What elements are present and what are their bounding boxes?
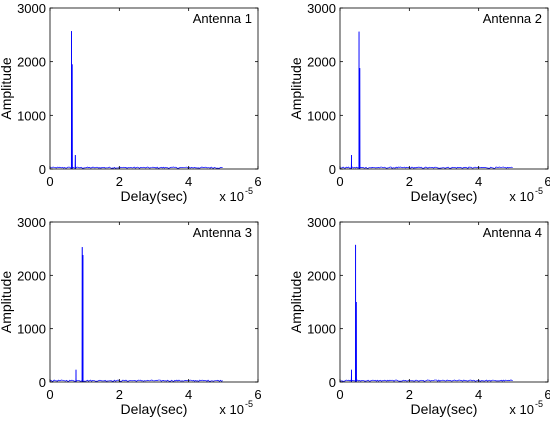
subplot-antenna-2: 0 2 4 6 0 1000 2000 3000 Antenna 2 Delay(sec) Ampl…	[288, 1, 550, 204]
x-tick-label: 0	[336, 174, 343, 189]
y-tick-label: 1000	[307, 322, 336, 337]
x-tick-label: 2	[116, 387, 123, 402]
x-tick-label: 0	[336, 387, 343, 402]
y-tick-label: 3000	[307, 215, 336, 230]
y-axis-label: Amplitude	[288, 57, 304, 119]
subplot-title: Antenna 2	[483, 11, 542, 26]
x-multiplier-exponent: -5	[245, 399, 253, 409]
series-line	[339, 244, 513, 383]
axes-box	[339, 221, 549, 383]
x-multiplier-exponent: -5	[245, 186, 253, 196]
subplot-title: Antenna 1	[193, 11, 252, 26]
x-tick-label: 0	[46, 174, 53, 189]
x-tick-label: 6	[254, 174, 261, 189]
y-tick-label: 3000	[17, 215, 46, 230]
axes-box	[49, 221, 259, 383]
y-tick-label: 0	[39, 162, 46, 177]
y-axis-label: Amplitude	[288, 271, 304, 333]
x-multiplier-label: x 10	[219, 402, 244, 417]
y-axis-label: Amplitude	[0, 57, 14, 119]
subplot-antenna-4: 0 2 4 6 0 1000 2000 3000 Antenna 4 Delay(sec) Ampl…	[288, 215, 550, 417]
x-axis-label: Delay(sec)	[411, 401, 478, 417]
x-multiplier-label: x 10	[219, 189, 244, 204]
subplot-title: Antenna 4	[483, 225, 542, 240]
subplot-antenna-1: 0 2 4 6 0 1000 2000 3000 Antenna 1 Delay(sec) Ampl…	[0, 1, 262, 204]
x-tick-label: 2	[406, 174, 413, 189]
y-tick-label: 2000	[17, 268, 46, 283]
y-tick-label: 2000	[307, 268, 336, 283]
axes-box	[49, 7, 259, 170]
x-tick-label: 4	[475, 387, 482, 402]
subplot-antenna-3: 0 2 4 6 0 1000 2000 3000 Antenna 3 Delay(sec) Ampl…	[0, 215, 262, 417]
x-multiplier-exponent: -5	[535, 186, 543, 196]
y-tick-label: 0	[329, 375, 336, 390]
x-multiplier-label: x 10	[509, 189, 534, 204]
series-line	[339, 31, 513, 169]
x-axis-label: Delay(sec)	[121, 188, 188, 204]
x-tick-label: 4	[185, 174, 192, 189]
y-tick-label: 2000	[17, 55, 46, 70]
y-axis-label: Amplitude	[0, 271, 14, 333]
y-tick-label: 1000	[17, 322, 46, 337]
y-tick-label: 3000	[17, 1, 46, 16]
series-line	[49, 31, 223, 170]
y-tick-label: 1000	[17, 108, 46, 123]
y-tick-label: 3000	[307, 1, 336, 16]
x-multiplier-label: x 10	[509, 402, 534, 417]
x-tick-label: 6	[254, 387, 261, 402]
x-tick-label: 4	[475, 174, 482, 189]
x-tick-label: 6	[544, 174, 550, 189]
axes-box	[339, 7, 549, 170]
x-tick-label: 2	[116, 174, 123, 189]
x-tick-label: 2	[406, 387, 413, 402]
y-tick-label: 2000	[307, 55, 336, 70]
x-tick-label: 6	[544, 387, 550, 402]
series-line	[49, 247, 223, 383]
x-multiplier-exponent: -5	[535, 399, 543, 409]
x-tick-label: 0	[46, 387, 53, 402]
x-axis-label: Delay(sec)	[121, 401, 188, 417]
x-axis-label: Delay(sec)	[411, 188, 478, 204]
y-tick-label: 0	[39, 375, 46, 390]
subplot-title: Antenna 3	[193, 225, 252, 240]
y-tick-label: 1000	[307, 108, 336, 123]
y-tick-label: 0	[329, 162, 336, 177]
x-tick-label: 4	[185, 387, 192, 402]
